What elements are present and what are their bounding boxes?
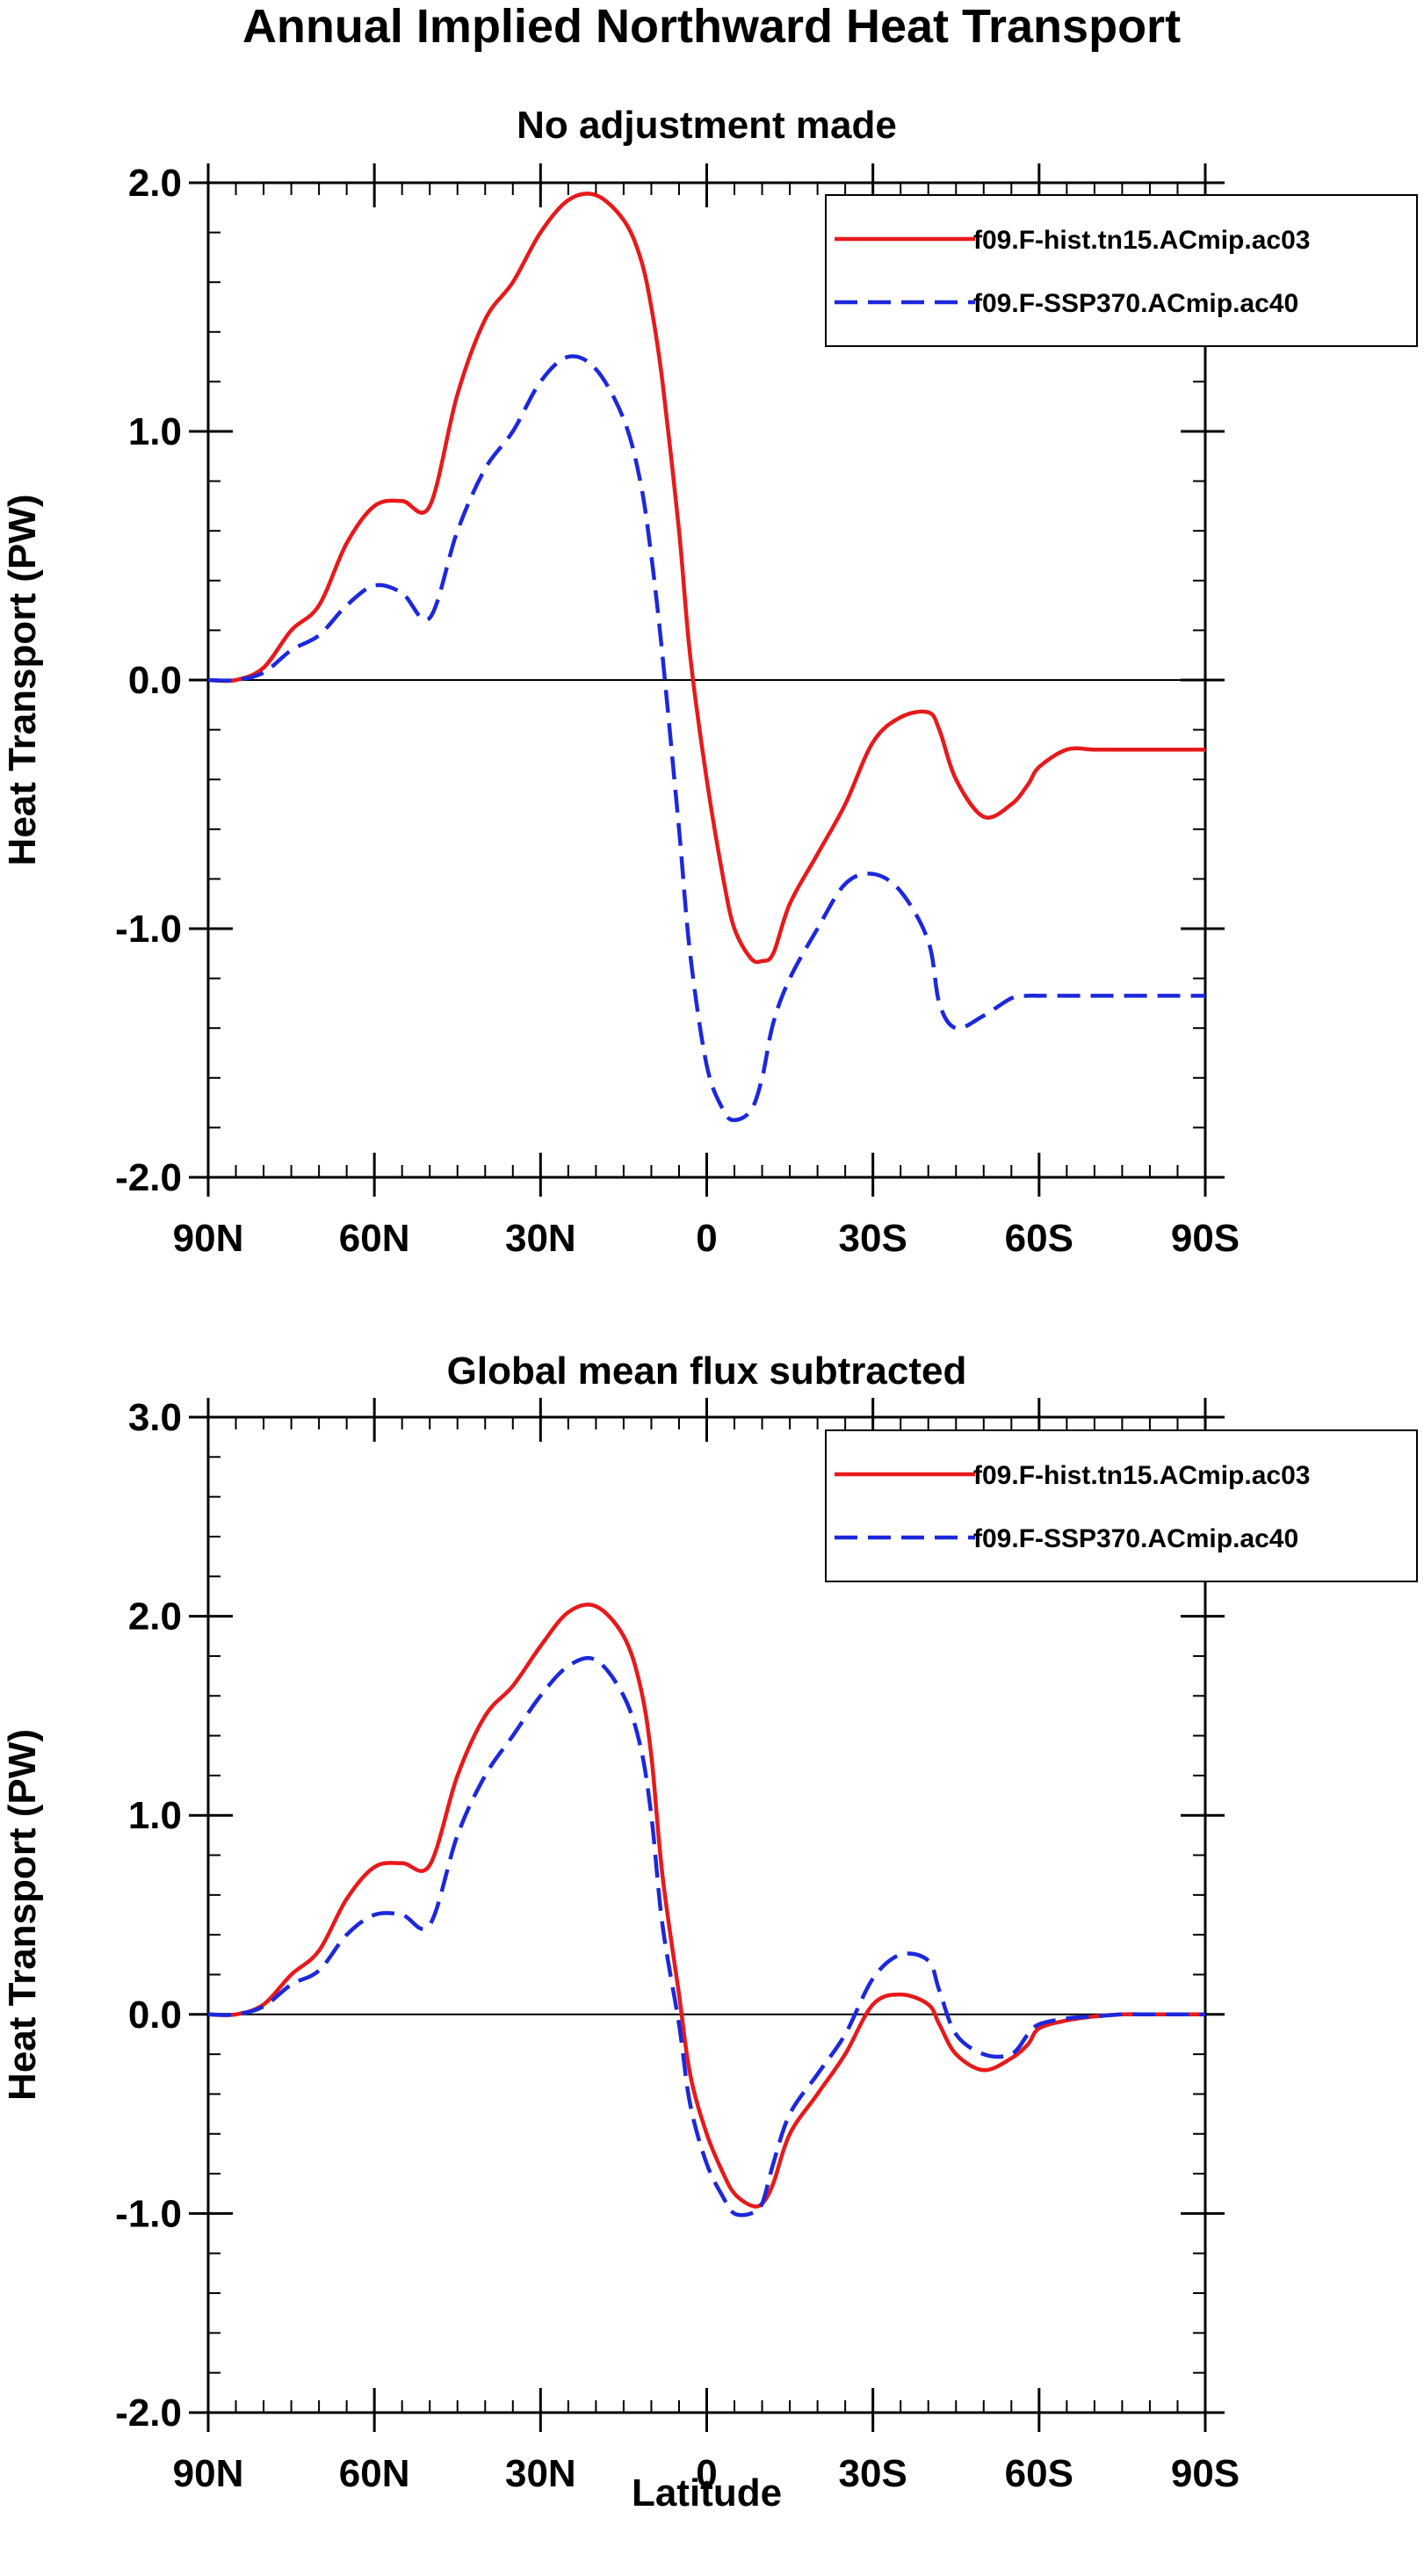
x-tick-label: 90N — [173, 1217, 244, 1260]
x-tick-label: 30N — [505, 1217, 576, 1260]
panel-no-adjustment: No adjustment made 2.0 1.0 0.0 -1.0 -2.0 90N 60… — [1, 104, 1418, 1260]
x-tick-label: 0 — [696, 2452, 717, 2495]
x-tick-label: 90S — [1171, 1217, 1240, 1260]
x-tick-label: 60S — [1005, 2452, 1073, 2495]
x-tick-label: 30S — [839, 1217, 907, 1260]
panel-title: Global mean flux subtracted — [447, 1350, 967, 1393]
y-tick-label: -2.0 — [115, 2391, 182, 2435]
x-tick-label: 0 — [696, 1217, 717, 1260]
y-tick-label: 2.0 — [128, 162, 182, 205]
panel-title: No adjustment made — [517, 104, 897, 147]
y-tick-label: 1.0 — [128, 1794, 182, 1837]
series-line-hist — [207, 192, 1205, 965]
legend-box — [825, 194, 1418, 347]
legend-label: f09.F-hist.tn15.ACmip.ac03 — [973, 1461, 1310, 1490]
series-line-ssp370 — [207, 354, 1205, 1123]
y-tick-label: -1.0 — [115, 2192, 182, 2235]
y-tick-label: 1.0 — [128, 410, 182, 453]
x-tick-label: 60N — [339, 2452, 410, 2495]
y-tick-label: 0.0 — [128, 659, 182, 702]
x-tick-label: 60N — [339, 1217, 410, 1260]
x-tick-label: 90N — [173, 2452, 244, 2495]
y-tick-label: 0.0 — [128, 1994, 182, 2037]
y-tick-label: 2.0 — [128, 1596, 182, 1639]
x-tick-label: 30N — [505, 2452, 576, 2495]
x-tick-label: 30S — [839, 2452, 907, 2495]
legend-box — [825, 1429, 1418, 1582]
y-axis-label: Heat Transport (PW) — [1, 495, 44, 866]
y-tick-label: -2.0 — [115, 1156, 182, 1199]
legend-label: f09.F-hist.tn15.ACmip.ac03 — [973, 226, 1310, 255]
x-tick-label: 60S — [1005, 1217, 1073, 1260]
x-axis-label: Latitude — [632, 2471, 782, 2514]
series-line-ssp370 — [207, 1655, 1205, 2218]
x-tick-label: 90S — [1171, 2452, 1240, 2495]
y-axis-label: Heat Transport (PW) — [1, 1729, 44, 2101]
figure-title: Annual Implied Northward Heat Transport — [242, 0, 1181, 53]
legend-label: f09.F-SSP370.ACmip.ac40 — [973, 289, 1298, 318]
series-line-hist — [207, 1603, 1205, 2209]
y-tick-label: 3.0 — [128, 1396, 182, 1439]
panel-global-mean-subtracted: Global mean flux subtracted 3.0 2.0 1.0 0.0 -… — [1, 1350, 1418, 2514]
y-tick-label: -1.0 — [115, 908, 182, 951]
legend-label: f09.F-SSP370.ACmip.ac40 — [973, 1524, 1298, 1553]
